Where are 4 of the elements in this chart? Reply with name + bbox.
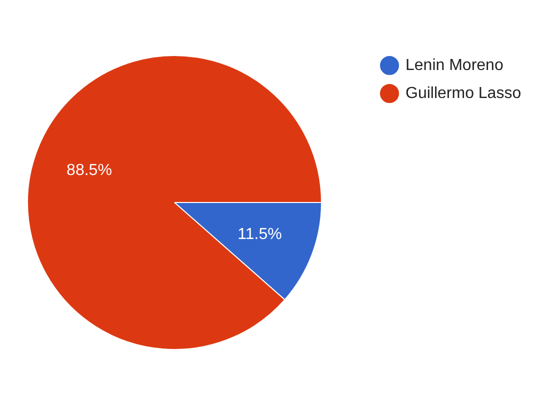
legend-label: Guillermo Lasso: [406, 85, 522, 102]
legend-label: Lenin Moreno: [406, 57, 504, 74]
data-label: 88.5%: [66, 162, 112, 179]
data-label: 11.5%: [238, 226, 282, 244]
